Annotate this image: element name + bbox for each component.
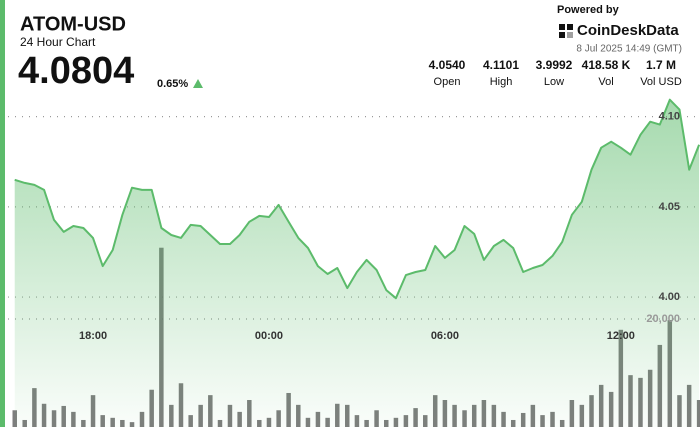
stat-value: 1.7 M: [646, 58, 676, 72]
plot: 4.00 4.05 4.10 20,000 18:00 00:00 06:00 12:00: [8, 98, 700, 427]
price: 4.0804: [18, 50, 134, 92]
accent-bar: [0, 0, 5, 427]
x-tick-label: 12:00: [607, 330, 635, 342]
brand: CoinDeskData: [577, 22, 679, 39]
x-tick-label: 18:00: [79, 330, 107, 342]
y-tick-label: 4.10: [659, 111, 680, 123]
stat-value: 418.58 K: [582, 58, 631, 72]
symbol: ATOM-USD: [20, 13, 126, 35]
subtitle: 24 Hour Chart: [20, 35, 96, 49]
up-arrow: [193, 79, 203, 88]
y-tick-label: 4.00: [659, 291, 680, 303]
x-tick-label: 06:00: [431, 330, 459, 342]
powered-by: Powered by: [557, 4, 620, 16]
y-tick-label: 4.05: [659, 201, 680, 213]
price-area: [14, 99, 700, 427]
stat-value: 3.9992: [536, 58, 573, 72]
x-tick-label: 00:00: [255, 330, 283, 342]
change: 0.65%: [157, 78, 188, 90]
stat-label: High: [490, 76, 513, 88]
stat-label: Vol: [598, 76, 613, 88]
stat-value: 4.1101: [483, 58, 519, 72]
brand-logo: [559, 24, 573, 38]
stat-label: Vol USD: [640, 76, 682, 88]
stat-label: Open: [434, 76, 461, 88]
timestamp: 8 Jul 2025 14:49 (GMT): [576, 44, 682, 55]
stat-label: Low: [544, 76, 564, 88]
price-line: [14, 98, 700, 300]
stats: 4.0540 Open 4.1101 High 3.9992 Low 418.58 K Vol…: [429, 58, 682, 88]
stat-value: 4.0540: [429, 58, 466, 72]
y2-tick-label: 20,000: [646, 313, 680, 325]
